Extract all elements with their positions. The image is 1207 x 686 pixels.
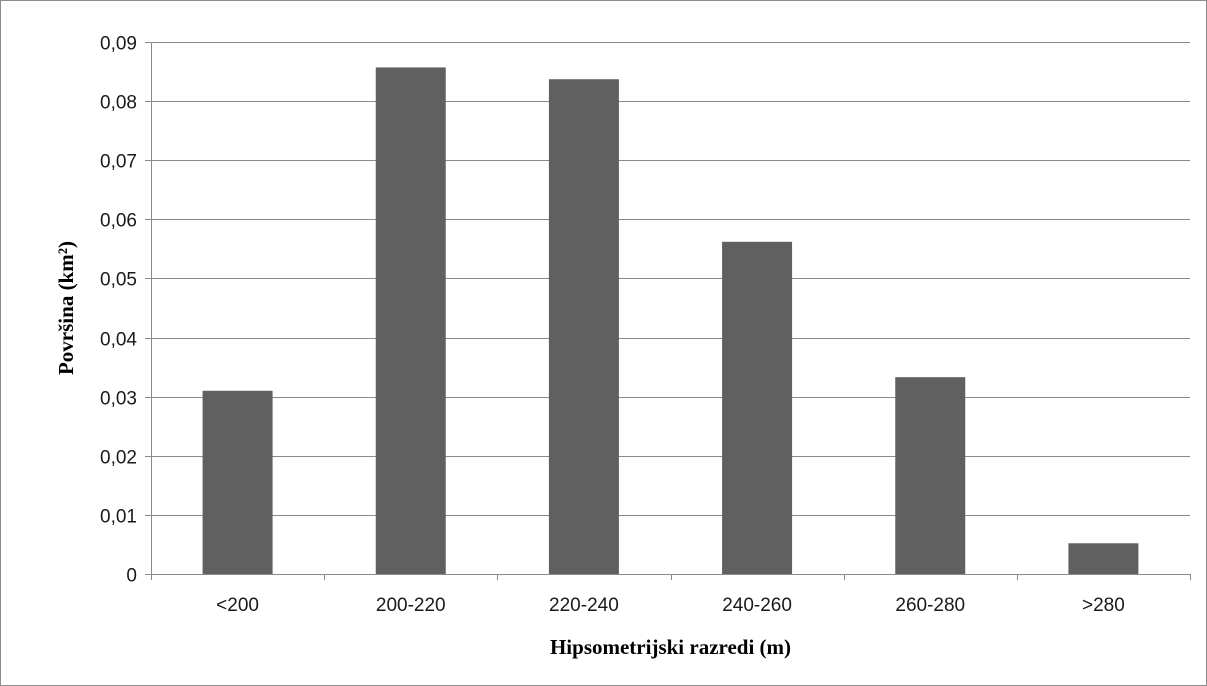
x-tick-label: 200-220 xyxy=(376,595,446,616)
bar xyxy=(722,241,793,574)
y-tick-label: 0,09 xyxy=(100,34,137,55)
y-axis-title: Površina (km²) xyxy=(54,241,78,375)
tick-labels: 0 0,01 0,02 0,03 0,04 0,05 0,06 0,07 0,08 0,09 <20… xyxy=(100,34,1125,617)
y-tick-label: 0,04 xyxy=(100,330,137,351)
bar xyxy=(202,390,273,574)
y-tick-label: 0,03 xyxy=(100,389,137,410)
bar xyxy=(375,67,446,574)
bar xyxy=(1068,543,1139,574)
x-tick-label: 220-240 xyxy=(549,595,619,616)
x-tick-label: 260-280 xyxy=(895,595,965,616)
bar xyxy=(895,377,966,574)
x-tick-label: >280 xyxy=(1082,595,1125,616)
y-tick-label: 0,06 xyxy=(100,211,137,232)
y-tick-label: 0,01 xyxy=(100,507,137,528)
bar xyxy=(548,79,619,575)
y-tick-label: 0,07 xyxy=(100,152,137,173)
y-tick-label: 0,02 xyxy=(100,448,137,469)
x-axis-title: Hipsometrijski razredi (m) xyxy=(550,635,791,659)
x-tick-label: <200 xyxy=(216,595,259,616)
x-tick-label: 240-260 xyxy=(722,595,792,616)
y-tick-label: 0,05 xyxy=(100,270,137,291)
bars xyxy=(202,67,1139,575)
y-tick-label: 0 xyxy=(126,566,137,587)
axes xyxy=(145,42,1191,580)
gridlines xyxy=(151,42,1190,516)
y-tick-label: 0,08 xyxy=(100,93,137,114)
